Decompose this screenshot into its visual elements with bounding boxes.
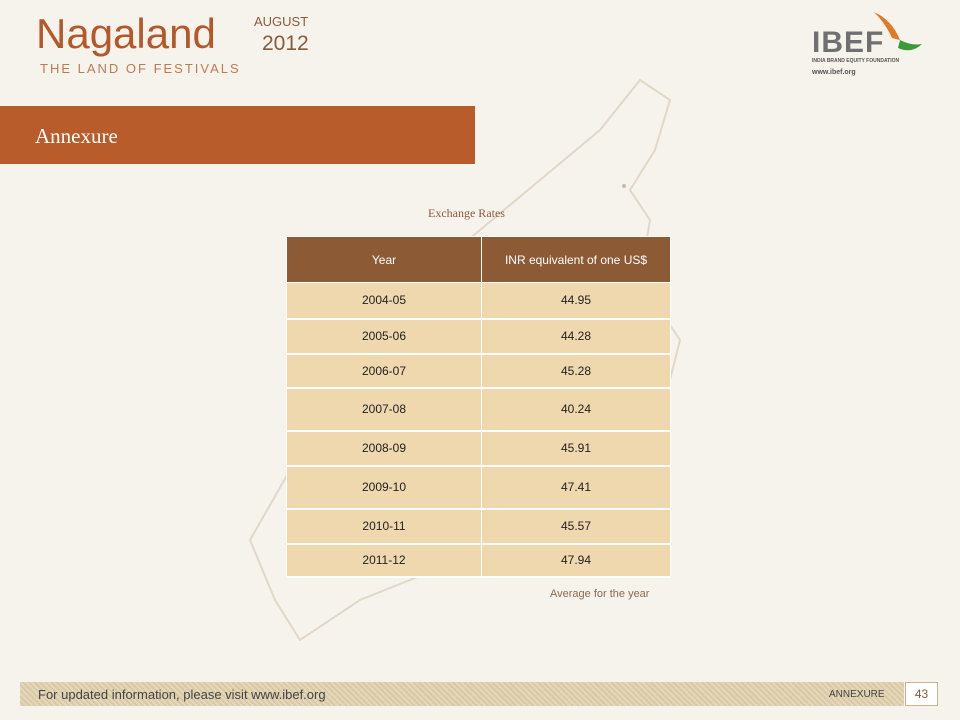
footer-bar: [20, 682, 904, 706]
table-cell: 2011-12: [286, 543, 482, 578]
table-cell: 2006-07: [286, 353, 482, 389]
logo-url: www.ibef.org: [812, 69, 856, 76]
table-cell: 44.95: [481, 282, 671, 320]
table-row: 2006-07 45.28: [286, 353, 671, 389]
table-cell: 2007-08: [286, 387, 482, 432]
table-row: 2011-12 47.94: [286, 543, 671, 578]
logo-name: IBEF: [812, 26, 885, 59]
table-cell: 40.24: [481, 387, 671, 432]
header-row: Year INR equivalent of one US$: [286, 236, 671, 283]
month: AUGUST: [254, 14, 309, 29]
table-note: Average for the year: [550, 588, 650, 600]
banner: [0, 106, 475, 164]
footer-text: For updated information, please visit ww…: [38, 687, 326, 702]
table-cell: 2008-09: [286, 430, 482, 467]
title: Nagaland: [36, 10, 216, 57]
table-cell: 45.57: [481, 508, 671, 545]
table-row: 2008-09 45.91: [286, 430, 671, 467]
table-body: 2004-05 44.95 2005-06 44.28 2006-07 45.28 2007…: [286, 282, 671, 578]
tagline: THE LAND OF FESTIVALS: [40, 61, 241, 76]
table-row: 2009-10 47.41: [286, 465, 671, 510]
column-header: Year: [286, 236, 482, 283]
table-row: 2004-05 44.95: [286, 282, 671, 320]
table-cell: 45.28: [481, 353, 671, 389]
section-label: ANNEXURE: [829, 689, 885, 700]
exchange-table: Year INR equivalent of one US$ 2004-05 44…: [286, 236, 671, 578]
page-number: 43: [905, 682, 938, 706]
table-cell: 2004-05: [286, 282, 482, 320]
table-cell: 45.91: [481, 430, 671, 467]
table-row: 2010-11 45.57: [286, 508, 671, 545]
table-row: 2005-06 44.28: [286, 318, 671, 355]
table-cell: 2005-06: [286, 318, 482, 355]
table-cell: 44.28: [481, 318, 671, 355]
column-header: INR equivalent of one US$: [481, 236, 671, 283]
table-cell: 2009-10: [286, 465, 482, 510]
table-cell: 47.94: [481, 543, 671, 578]
table-cell: 2010-11: [286, 508, 482, 545]
table-caption: Exchange Rates: [428, 206, 505, 220]
year: 2012: [262, 32, 309, 55]
logo-mark: [874, 12, 922, 51]
logo-subtitle: INDIA BRAND EQUITY FOUNDATION: [812, 58, 900, 64]
table-row: 2007-08 40.24: [286, 387, 671, 432]
table-cell: 47.41: [481, 465, 671, 510]
banner-text: Annexure: [35, 124, 118, 148]
